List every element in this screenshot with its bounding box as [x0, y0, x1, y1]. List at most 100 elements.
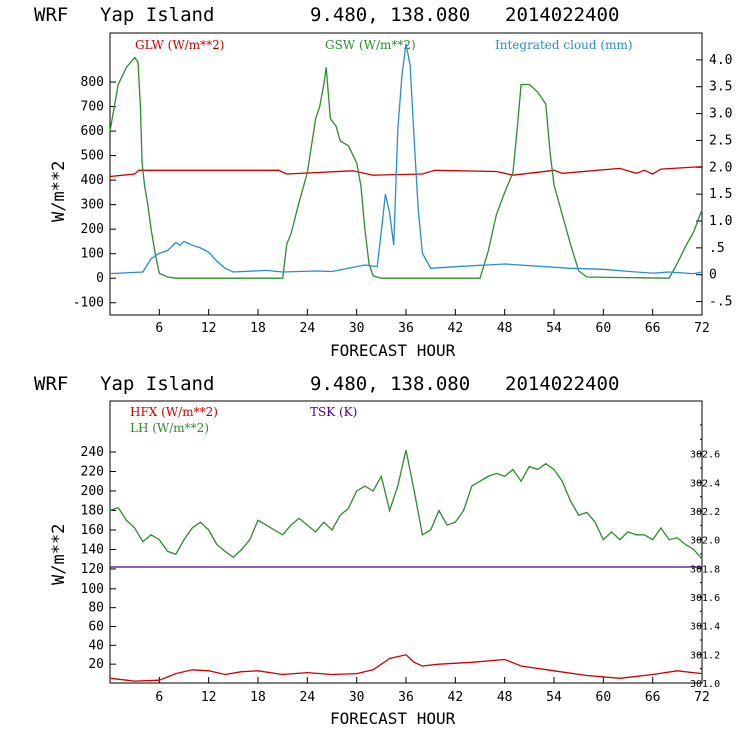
- bottom-y-tick-label: 20: [88, 657, 104, 672]
- top-y-tick-label: 500: [81, 149, 104, 164]
- bottom-series: [109, 449, 703, 682]
- top-y-tick-label: 300: [81, 198, 104, 213]
- top-y2-tick-label: 1.5: [709, 187, 732, 202]
- top-x-axis-label: FORECAST HOUR: [330, 341, 456, 360]
- top-x-tick-label: 72: [694, 321, 710, 336]
- bottom-legend-lh: LH (W/m**2): [130, 421, 209, 435]
- top-y2-tick-label: 2.5: [709, 133, 732, 148]
- top-legend-gsw: GSW (W/m**2): [325, 38, 416, 52]
- bottom-x-tick-label: 30: [349, 690, 365, 705]
- top-y-axis: -100 0 100 200 300 400 500 600 700 800: [73, 75, 116, 311]
- top-header-date: 2014022400: [505, 4, 619, 26]
- top-y2-tick-label: 3.0: [709, 107, 732, 122]
- top-legend-cloud: Integrated cloud (mm): [495, 38, 633, 52]
- top-y2-tick-label: 3.5: [709, 80, 732, 95]
- top-y-tick-label: 400: [81, 173, 104, 188]
- top-y-tick-label: 100: [81, 247, 104, 262]
- top-y2-tick-label: 1.0: [709, 214, 732, 229]
- top-x-tick-label: 6: [155, 321, 163, 336]
- top-panel: WRF Yap Island 9.480, 138.080 2014022400…: [34, 4, 732, 360]
- top-y2-tick-label: 4.0: [709, 53, 732, 68]
- top-y-tick-label: 200: [81, 222, 104, 237]
- bottom-x-tick-label: 6: [155, 690, 163, 705]
- top-x-tick-label: 18: [250, 321, 266, 336]
- top-x-tick-label: 36: [398, 321, 414, 336]
- bottom-y-tick-label: 160: [81, 523, 104, 538]
- bottom-plot-frame: [109, 400, 703, 684]
- top-y-tick-label: 700: [81, 100, 104, 115]
- bottom-y2-tick-label: 302.2: [690, 507, 720, 518]
- bottom-header-model: WRF: [34, 373, 68, 395]
- bottom-y-axis-label: W/m**2: [49, 524, 69, 585]
- bottom-header-location: Yap Island: [100, 373, 214, 395]
- bottom-x-tick-label: 72: [694, 690, 710, 705]
- top-legend-glw: GLW (W/m**2): [135, 38, 224, 52]
- top-x-tick-label: 60: [596, 321, 612, 336]
- bottom-y2-tick-label: 302.6: [690, 450, 720, 461]
- top-y2-tick-label: -.5: [709, 295, 732, 310]
- top-y-tick-label: 0: [96, 271, 104, 286]
- bottom-legend-hfx: HFX (W/m**2): [130, 405, 218, 419]
- bottom-x-tick-label: 18: [250, 690, 266, 705]
- top-x-tick-label: 66: [645, 321, 661, 336]
- bottom-y2-axis: 302.6 302.4 302.2 302.0 301.8 301.6 301.4 301.2…: [690, 424, 720, 690]
- top-y-tick-label: 600: [81, 124, 104, 139]
- bottom-y-tick-label: 40: [88, 638, 104, 653]
- bottom-y-tick-label: 100: [81, 582, 104, 597]
- top-y-axis-label: W/m**2: [49, 161, 69, 222]
- bottom-header-coords: 9.480, 138.080: [310, 373, 470, 395]
- bottom-y-tick-label: 180: [81, 503, 104, 518]
- bottom-y-tick-label: 220: [81, 464, 104, 479]
- bottom-panel: WRF Yap Island 9.480, 138.080 2014022400…: [34, 373, 720, 728]
- top-y-tick-label: 800: [81, 75, 104, 90]
- bottom-header-date: 2014022400: [505, 373, 619, 395]
- top-y2-axis: -.5 0 .5 1.0 1.5 2.0 2.5 3.0 3.5 4.0: [696, 53, 732, 310]
- bottom-y-tick-label: 80: [88, 601, 104, 616]
- top-x-tick-label: 42: [448, 321, 464, 336]
- bottom-y-tick-label: 200: [81, 484, 104, 499]
- bottom-x-tick-label: 66: [645, 690, 661, 705]
- bottom-x-tick-label: 60: [596, 690, 612, 705]
- bottom-x-tick-label: 24: [300, 690, 316, 705]
- bottom-y2-tick-label: 302.0: [690, 536, 720, 547]
- hfx-series-line: [109, 654, 703, 682]
- bottom-y2-tick-label: 301.2: [690, 650, 720, 661]
- bottom-y2-tick-label: 301.6: [690, 593, 720, 604]
- bottom-x-tick-label: 12: [201, 690, 217, 705]
- top-x-axis: 6 12 18 24 30 36 42 48 54 60 66 72: [155, 309, 710, 336]
- bottom-x-axis-label: FORECAST HOUR: [330, 709, 456, 728]
- top-x-tick-label: 48: [497, 321, 513, 336]
- bottom-y-tick-label: 140: [81, 542, 104, 557]
- top-x-tick-label: 30: [349, 321, 365, 336]
- lh-series-line: [109, 449, 703, 560]
- top-series: [109, 43, 703, 279]
- bottom-y2-tick-label: 301.0: [690, 679, 720, 690]
- top-y2-tick-label: 0: [709, 268, 717, 283]
- bottom-y-tick-label: 120: [81, 562, 104, 577]
- top-x-tick-label: 24: [300, 321, 316, 336]
- bottom-x-tick-label: 48: [497, 690, 513, 705]
- top-y2-tick-label: .5: [709, 241, 725, 256]
- bottom-y2-tick-label: 302.4: [690, 478, 720, 489]
- bottom-legend-tsk: TSK (K): [310, 405, 357, 419]
- top-header-model: WRF: [34, 4, 68, 26]
- top-header-location: Yap Island: [100, 4, 214, 26]
- bottom-x-tick-label: 36: [398, 690, 414, 705]
- top-y2-tick-label: 2.0: [709, 160, 732, 175]
- bottom-x-tick-label: 42: [448, 690, 464, 705]
- top-x-tick-label: 12: [201, 321, 217, 336]
- top-y-tick-label: -100: [73, 296, 104, 311]
- bottom-y2-tick-label: 301.8: [690, 564, 720, 575]
- glw-series-line: [109, 165, 703, 178]
- bottom-y2-tick-label: 301.4: [690, 622, 720, 633]
- bottom-y-axis: 240 220 200 180 160 140 120 100 80 60 40 20: [81, 445, 116, 672]
- gsw-series-line: [109, 56, 703, 279]
- top-x-tick-label: 54: [546, 321, 562, 336]
- bottom-x-axis: 6 12 18 24 30 36 42 48 54 60 66 72: [155, 677, 710, 705]
- bottom-y-tick-label: 240: [81, 445, 104, 460]
- bottom-y-tick-label: 60: [88, 620, 104, 635]
- cloud-series-line: [109, 43, 703, 275]
- top-header-coords: 9.480, 138.080: [310, 4, 470, 26]
- bottom-x-tick-label: 54: [546, 690, 562, 705]
